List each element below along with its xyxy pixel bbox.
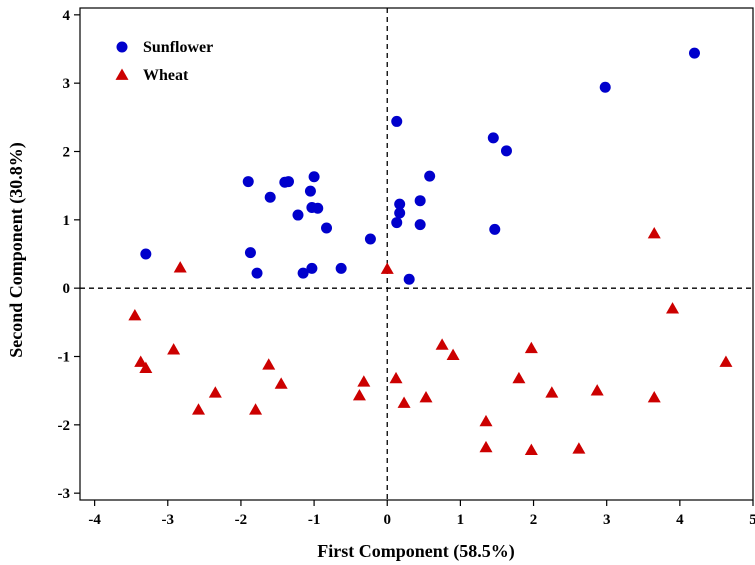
wheat-point	[192, 403, 206, 415]
wheat-point	[545, 386, 559, 398]
legend-wheat-marker	[115, 68, 129, 80]
wheat-point	[167, 343, 181, 355]
wheat-point	[446, 348, 460, 361]
sunflower-point	[292, 209, 304, 221]
wheat-point	[173, 261, 187, 273]
wheat-point	[419, 391, 433, 403]
x-tick-label: 0	[383, 512, 391, 528]
wheat-point	[590, 384, 604, 396]
sunflower-point	[394, 198, 406, 210]
sunflower-point	[282, 176, 294, 188]
wheat-point	[139, 361, 153, 373]
wheat-point	[128, 309, 142, 321]
sunflower-point	[414, 219, 426, 231]
legend-sunflower-marker	[116, 41, 128, 53]
wheat-point	[666, 302, 680, 314]
x-tick-label: -2	[235, 512, 248, 528]
wheat-point	[249, 403, 263, 415]
legend-sunflower-label: Sunflower	[143, 39, 213, 56]
plot-area: -4 -3 -2 -1 0 1 2 3 4 5 -3 -2 -1 0 1 2 3 4 Sunflower Wheat	[58, 7, 755, 528]
wheat-point	[357, 375, 371, 387]
sunflower-point	[599, 81, 611, 93]
wheat-point	[719, 355, 733, 367]
sunflower-point	[688, 47, 700, 59]
x-tick-label: -3	[162, 512, 175, 528]
sunflower-point	[403, 273, 415, 285]
x-axis-label: First Component (58.5%)	[317, 541, 514, 562]
sunflower-point	[140, 248, 152, 260]
sunflower-point	[308, 171, 320, 183]
sunflower-point	[424, 170, 436, 182]
x-tick-label: 3	[603, 512, 611, 528]
x-tick-label: -4	[88, 512, 101, 528]
sunflower-point	[251, 267, 263, 279]
sunflower-point	[489, 223, 501, 235]
wheat-point	[572, 442, 586, 454]
x-tick-label: 1	[457, 512, 465, 528]
x-tick-label: 2	[530, 512, 538, 528]
wheat-point	[647, 227, 661, 239]
x-tick-label: 4	[676, 512, 684, 528]
y-tick-label: 2	[63, 145, 71, 161]
sunflower-point	[264, 191, 276, 203]
sunflower-point	[242, 176, 254, 188]
wheat-point	[134, 355, 148, 367]
y-tick-label: -2	[58, 418, 71, 434]
legend-wheat-label: Wheat	[143, 67, 189, 84]
wheat-point	[524, 341, 538, 354]
x-tick-label: -1	[308, 512, 321, 528]
sunflower-point	[306, 262, 318, 274]
wheat-point	[380, 262, 394, 274]
sunflower-point	[304, 185, 316, 197]
y-tick-label: 0	[63, 281, 71, 297]
wheat-point	[647, 391, 661, 403]
sunflower-point	[335, 262, 347, 274]
sunflower-point	[312, 202, 324, 214]
sunflower-point	[244, 247, 256, 259]
y-tick-label: -3	[58, 486, 71, 502]
plot-frame	[79, 7, 754, 501]
sunflower-point	[414, 195, 426, 207]
sunflower-point	[364, 233, 376, 245]
y-tick-label: 4	[63, 8, 71, 24]
sunflower-point	[391, 115, 403, 127]
sunflower-point	[391, 217, 403, 229]
sunflower-point	[297, 267, 309, 279]
wheat-point	[397, 396, 411, 408]
x-tick-label: 5	[749, 512, 755, 528]
y-tick-label: 3	[63, 76, 71, 92]
sunflower-point	[394, 207, 406, 219]
wheat-point	[262, 358, 276, 370]
wheat-point	[479, 414, 493, 427]
sunflower-point	[500, 145, 512, 157]
sunflower-point	[487, 132, 499, 144]
wheat-point	[479, 440, 493, 453]
sunflower-point	[321, 222, 333, 234]
y-tick-label: -1	[58, 350, 71, 366]
wheat-point	[435, 338, 449, 350]
wheat-point	[389, 371, 403, 384]
wheat-point	[512, 371, 526, 384]
wheat-point	[274, 377, 288, 389]
y-axis-label: Second Component (30.8%)	[6, 142, 27, 358]
wheat-point	[524, 443, 538, 455]
wheat-point	[352, 388, 366, 401]
y-tick-label: 1	[63, 213, 71, 229]
wheat-point	[208, 386, 222, 398]
